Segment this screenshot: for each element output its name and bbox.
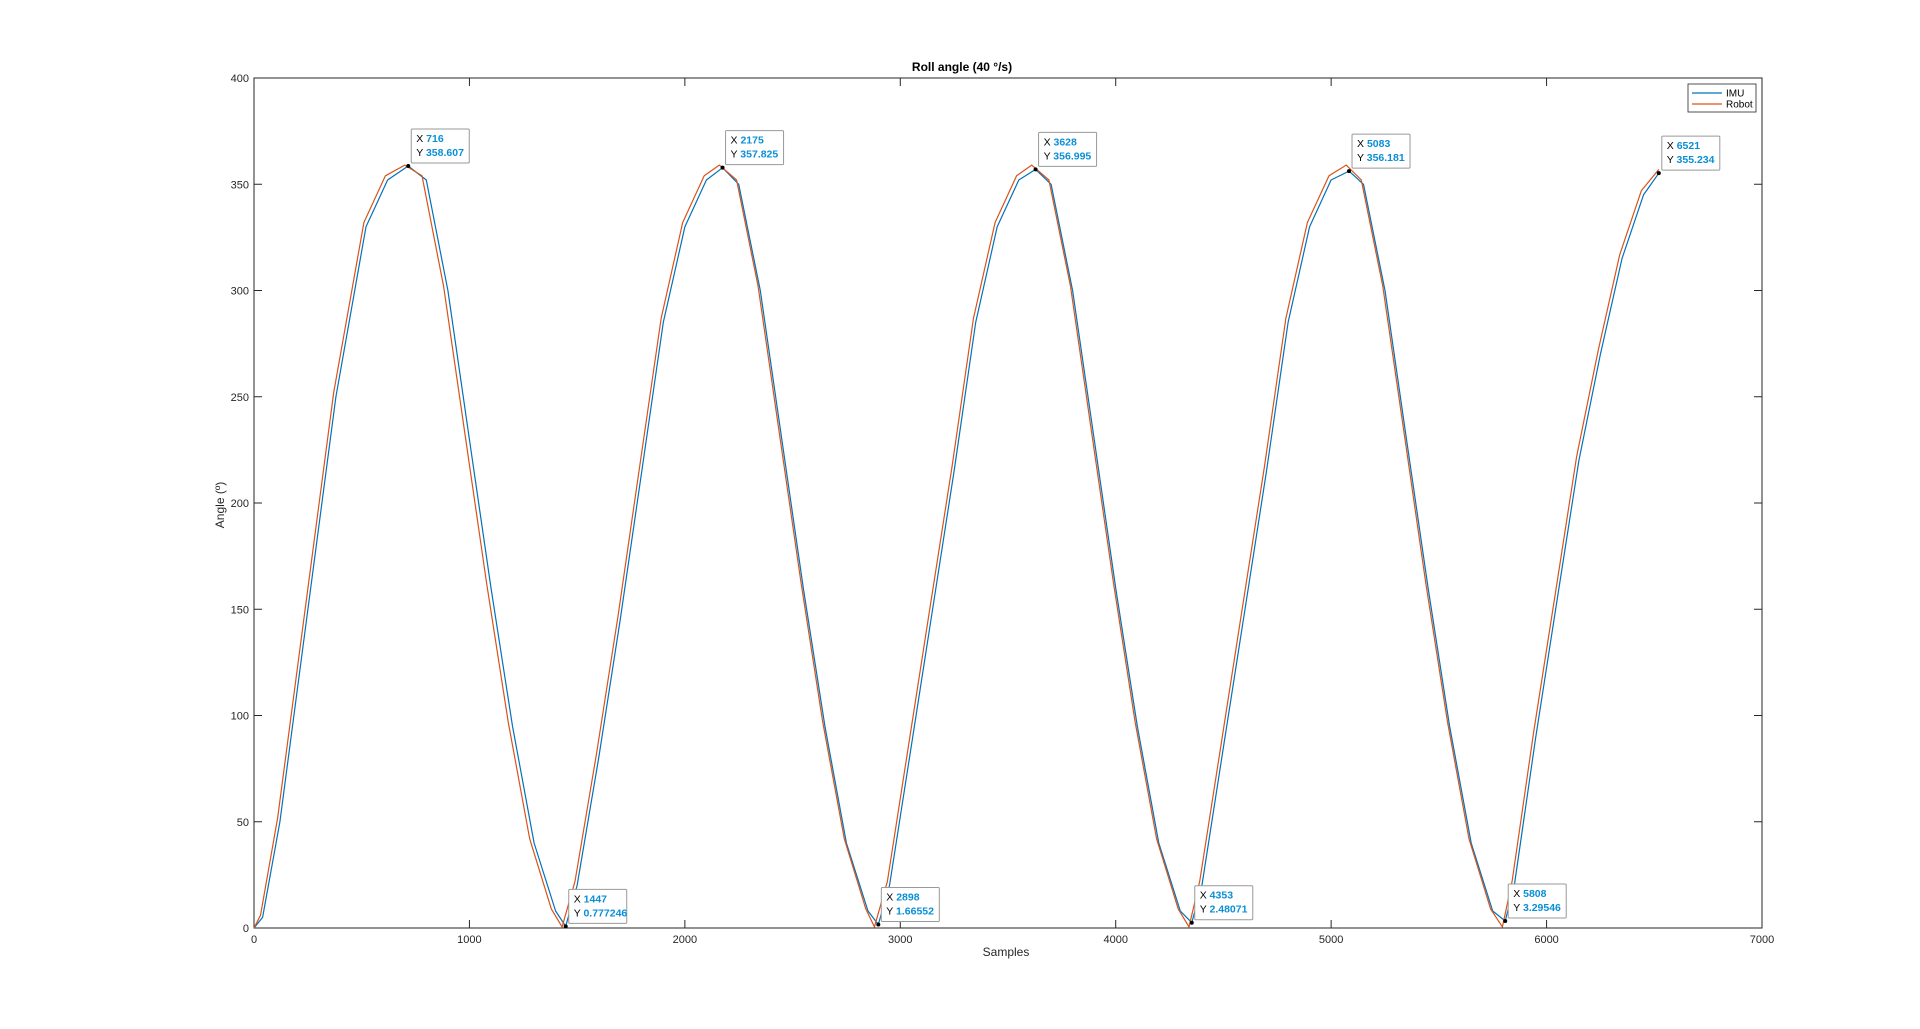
datatip-x-text: X 5083 — [1357, 138, 1390, 150]
datatip-x-text: X 1447 — [574, 893, 607, 905]
y-tick-label: 200 — [231, 498, 249, 510]
datatip-x-text: X 2175 — [731, 135, 764, 147]
datatip-marker — [720, 165, 725, 170]
datatip-marker — [1033, 167, 1038, 172]
datatip-box — [410, 128, 470, 164]
legend-box — [1687, 83, 1757, 113]
x-tick-label: 0 — [251, 934, 257, 946]
y-tick-label: 0 — [243, 923, 249, 935]
y-tick-label: 300 — [231, 286, 249, 298]
datatip-marker — [876, 922, 881, 927]
y-axis-label: Angle (º) — [213, 482, 227, 528]
datatip-marker — [1503, 918, 1508, 923]
series-line-imu[interactable] — [253, 165, 1660, 929]
datatip[interactable]: X 4353 Y 2.48071 — [1189, 885, 1254, 925]
datatip-y-text: Y 3.29546 — [1513, 902, 1561, 914]
datatip-box — [880, 886, 940, 922]
datatip-y-text: Y 1.66552 — [886, 905, 934, 917]
datatip[interactable]: X 2175 Y 357.825 — [720, 130, 785, 170]
x-axis-label: Samples — [983, 945, 1030, 959]
datatip-box — [1351, 133, 1411, 169]
datatip-marker — [1189, 920, 1194, 925]
x-tick-label: 6000 — [1534, 934, 1558, 946]
datatip[interactable]: X 6521 Y 355.234 — [1656, 135, 1721, 176]
y-tick-label: 350 — [231, 179, 249, 191]
y-tick-label: 150 — [231, 604, 249, 616]
x-tick-label: 2000 — [673, 934, 697, 946]
axes-box — [253, 77, 1763, 929]
datatip-y-text: Y 355.234 — [1667, 154, 1715, 166]
datatip-box — [1194, 885, 1254, 921]
datatip[interactable]: X 1447 Y 0.777246 — [563, 888, 628, 929]
datatip[interactable]: X 3628 Y 356.995 — [1033, 131, 1098, 172]
datatip-y-text: Y 356.995 — [1044, 150, 1092, 162]
x-tick-label: 4000 — [1103, 934, 1127, 946]
x-tick-label: 3000 — [888, 934, 912, 946]
y-tick-label: 250 — [231, 392, 249, 404]
datatip[interactable]: X 2898 Y 1.66552 — [876, 886, 940, 927]
datatip-box — [1507, 883, 1567, 919]
y-tick-label: 50 — [237, 817, 249, 829]
datatip-box — [1661, 135, 1721, 171]
x-tick-label: 5000 — [1319, 934, 1343, 946]
datatip-marker — [1656, 171, 1661, 176]
datatip[interactable]: X 5808 Y 3.29546 — [1503, 883, 1567, 923]
datatip-x-text: X 4353 — [1200, 890, 1233, 902]
datatip[interactable]: X 716 Y 358.607 — [406, 128, 470, 168]
x-tick-label: 7000 — [1750, 934, 1774, 946]
y-tick-label: 400 — [231, 73, 249, 85]
datatip-y-text: Y 0.777246 — [574, 907, 628, 919]
datatip-y-text: Y 357.825 — [731, 149, 779, 161]
datatip-x-text: X 2898 — [886, 891, 919, 903]
chart-title: Roll angle (40 °/s) — [912, 60, 1012, 74]
datatip-x-text: X 6521 — [1667, 140, 1700, 152]
legend-label-imu: IMU — [1726, 89, 1744, 100]
series-line-robot[interactable] — [253, 164, 1660, 929]
datatip-y-text: Y 356.181 — [1357, 152, 1405, 164]
datatip-box — [1038, 131, 1098, 167]
datatip-marker — [406, 163, 411, 168]
datatip-x-text: X 5808 — [1513, 888, 1546, 900]
datatip-marker — [563, 924, 568, 929]
datatip-y-text: Y 2.48071 — [1200, 904, 1248, 916]
datatip-y-text: Y 358.607 — [416, 147, 464, 159]
y-tick-label: 100 — [231, 711, 249, 723]
datatip[interactable]: X 5083 Y 356.181 — [1347, 133, 1411, 174]
datatip-box — [568, 888, 628, 924]
plot-area[interactable]: 0 1000 2000 3000 4000 5000 6000 7000 0 50 100 150 20… — [231, 73, 1775, 946]
datatip-x-text: X 3628 — [1044, 136, 1077, 148]
legend-label-robot: Robot — [1726, 100, 1753, 111]
datatip-marker — [1347, 169, 1352, 174]
x-tick-label: 1000 — [457, 934, 481, 946]
datatip-box — [725, 130, 785, 166]
datatip-x-text: X 716 — [416, 133, 444, 145]
